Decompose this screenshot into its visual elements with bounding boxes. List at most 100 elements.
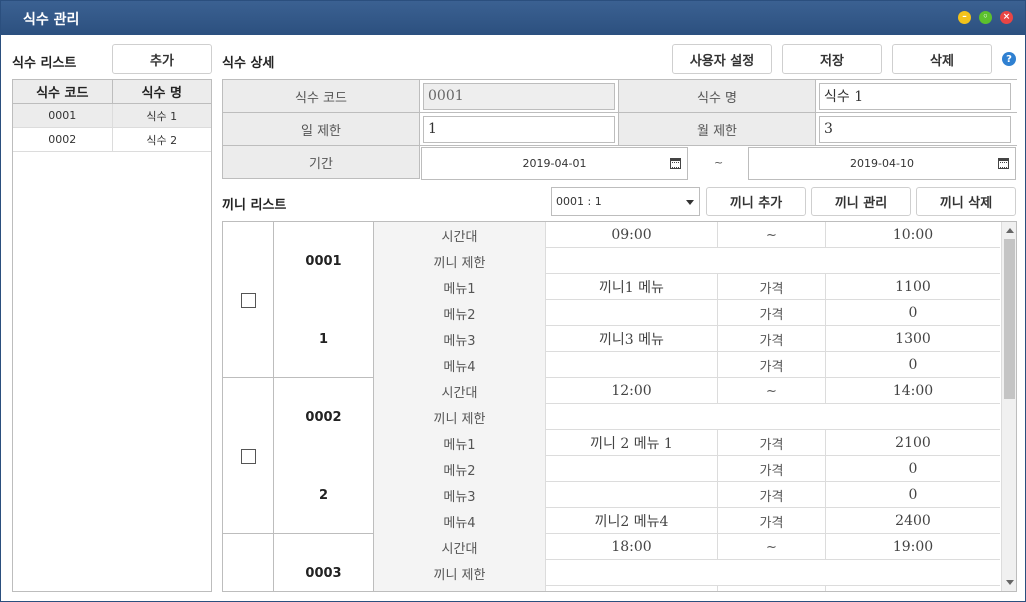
calendar-icon[interactable] — [998, 158, 1009, 169]
table-row[interactable]: 0001 식수 1 — [13, 104, 211, 128]
meal-code: 0003 — [305, 566, 342, 581]
name-label: 식수 명 — [618, 80, 816, 112]
start-time-cell[interactable]: 12:00 — [546, 378, 718, 404]
time-row: 시간대 09:00 ~10:00 — [374, 222, 1000, 248]
manage-meal-time-button[interactable]: 끼니 관리 — [811, 187, 911, 216]
meal-detail-title: 식수 상세 — [222, 56, 275, 71]
period-end-field[interactable]: 2019-04-10 — [748, 147, 1016, 180]
menu-price-cell[interactable]: 1300 — [895, 331, 931, 347]
monthly-limit-field[interactable]: 3 — [819, 115, 1011, 143]
column-header-code[interactable]: 식수 코드 — [13, 80, 113, 103]
name-field[interactable]: 식수 1 — [819, 82, 1011, 110]
meal-times-title: 끼니 리스트 — [222, 198, 287, 213]
menu-name-cell[interactable]: 끼니1 메뉴 — [546, 274, 718, 300]
limit-row: 끼니 제한 — [374, 404, 1000, 430]
meal-code-cell: 0001 — [13, 104, 113, 127]
meal-number: 2 — [318, 488, 329, 503]
help-icon[interactable]: ? — [1002, 52, 1016, 66]
meal-limit-label: 끼니 제한 — [374, 404, 546, 430]
meal-limit-cell[interactable] — [546, 560, 1000, 586]
menu-price-cell[interactable]: 1100 — [895, 279, 931, 295]
menu-row: 메뉴2 가격 0 — [374, 300, 1000, 326]
column-header-name[interactable]: 식수 명 — [141, 86, 182, 101]
delete-button[interactable]: 삭제 — [892, 44, 992, 74]
price-label: 가격 — [718, 430, 826, 456]
daily-limit-field[interactable]: 1 — [423, 115, 615, 143]
meal-limit-cell[interactable] — [546, 248, 1000, 274]
meal-id-cell: 0003 — [274, 534, 374, 591]
chevron-down-icon — [686, 200, 694, 205]
table-row[interactable]: 0002 식수 2 — [13, 128, 211, 152]
monthly-limit-label: 월 제한 — [618, 113, 816, 145]
meal-code-cell: 0002 — [13, 128, 113, 151]
scroll-up-icon[interactable] — [1006, 228, 1014, 233]
period-start-field[interactable]: 2019-04-01 — [421, 147, 688, 180]
period-separator: ~ — [714, 156, 724, 169]
calendar-icon[interactable] — [670, 158, 681, 169]
start-time-cell[interactable]: 18:00 — [546, 534, 718, 560]
daily-limit-label: 일 제한 — [222, 113, 420, 145]
price-label: 가격 — [718, 508, 826, 534]
menu-label: 메뉴2 — [374, 456, 546, 482]
meal-checkbox[interactable] — [241, 449, 256, 464]
period-start-value: 2019-04-01 — [522, 157, 587, 170]
add-meal-time-button[interactable]: 끼니 추가 — [706, 187, 806, 216]
delete-meal-time-button[interactable]: 끼니 삭제 — [916, 187, 1016, 216]
menu-price-cell[interactable]: 2100 — [895, 435, 931, 451]
menu-row: 메뉴2 가격 0 — [374, 456, 1000, 482]
period-label: 기간 — [222, 146, 420, 179]
maximize-icon[interactable]: ◦ — [979, 11, 992, 24]
save-button[interactable]: 저장 — [782, 44, 882, 74]
menu-label: 메뉴1 — [374, 274, 546, 300]
menu-price-cell[interactable]: 0 — [908, 487, 918, 503]
meal-time-grid: 0001 1 시간대 09:00 ~10:00 끼니 제한 메뉴1 끼니1 메뉴 가격 1100 메… — [222, 221, 1017, 592]
time-separator: ~ — [718, 222, 826, 248]
period-end-value: 2019-04-10 — [850, 157, 914, 170]
end-time-cell[interactable]: 19:00 — [892, 539, 934, 555]
meal-id-cell: 0001 1 — [274, 222, 374, 378]
menu-name-cell[interactable] — [546, 482, 718, 508]
meal-select-dropdown[interactable]: 0001 : 1 — [551, 187, 700, 216]
meal-detail-form: 식수 코드 0001 식수 명 식수 1 일 제한 1 월 제한 3 기간 — [222, 79, 1017, 179]
menu-name-cell[interactable] — [546, 586, 718, 591]
price-label: 가격 — [718, 586, 826, 591]
menu-price-cell[interactable]: 2400 — [895, 513, 931, 529]
user-settings-button[interactable]: 사용자 설정 — [672, 44, 772, 74]
menu-label: 메뉴4 — [374, 508, 546, 534]
end-time-cell[interactable]: 10:00 — [892, 227, 934, 243]
menu-price-cell[interactable]: 0 — [908, 305, 918, 321]
menu-name-cell[interactable] — [546, 352, 718, 378]
limit-row: 끼니 제한 — [374, 248, 1000, 274]
menu-label: 메뉴3 — [374, 482, 546, 508]
menu-name-cell[interactable]: 끼니3 메뉴 — [546, 326, 718, 352]
menu-name-cell[interactable] — [546, 300, 718, 326]
menu-price-cell[interactable]: 0 — [908, 357, 918, 373]
time-separator: ~ — [718, 534, 826, 560]
start-time-cell[interactable]: 09:00 — [546, 222, 718, 248]
time-separator: ~ — [718, 378, 826, 404]
meal-select-value: 0001 : 1 — [556, 195, 602, 208]
menu-name-cell[interactable]: 끼니 2 메뉴 1 — [546, 430, 718, 456]
meal-id-cell: 0002 2 — [274, 378, 374, 534]
minimize-icon[interactable]: – — [958, 11, 971, 24]
scroll-thumb[interactable] — [1004, 239, 1015, 399]
meal-select-cell — [223, 378, 274, 534]
meal-limit-cell[interactable] — [546, 404, 1000, 430]
menu-row: 메뉴3 가격 0 — [374, 482, 1000, 508]
close-icon[interactable]: × — [1000, 11, 1013, 24]
meal-block: 0001 1 시간대 09:00 ~10:00 끼니 제한 메뉴1 끼니1 메뉴 가격 1100 메… — [223, 222, 1000, 378]
menu-name-cell[interactable] — [546, 456, 718, 482]
menu-price-cell[interactable]: 0 — [908, 461, 918, 477]
vertical-scrollbar[interactable] — [1001, 222, 1016, 591]
add-meal-button[interactable]: 추가 — [112, 44, 212, 74]
meal-checkbox[interactable] — [241, 293, 256, 308]
meal-number: 1 — [318, 332, 329, 347]
end-time-cell[interactable]: 14:00 — [892, 383, 934, 399]
menu-price-cell[interactable] — [826, 586, 1000, 591]
menu-name-cell[interactable]: 끼니2 메뉴4 — [546, 508, 718, 534]
scroll-down-icon[interactable] — [1006, 580, 1014, 585]
title-bar[interactable]: 식수 관리 – ◦ × — [1, 1, 1025, 35]
code-label: 식수 코드 — [222, 80, 420, 112]
meal-name-cell: 식수 1 — [146, 109, 178, 123]
